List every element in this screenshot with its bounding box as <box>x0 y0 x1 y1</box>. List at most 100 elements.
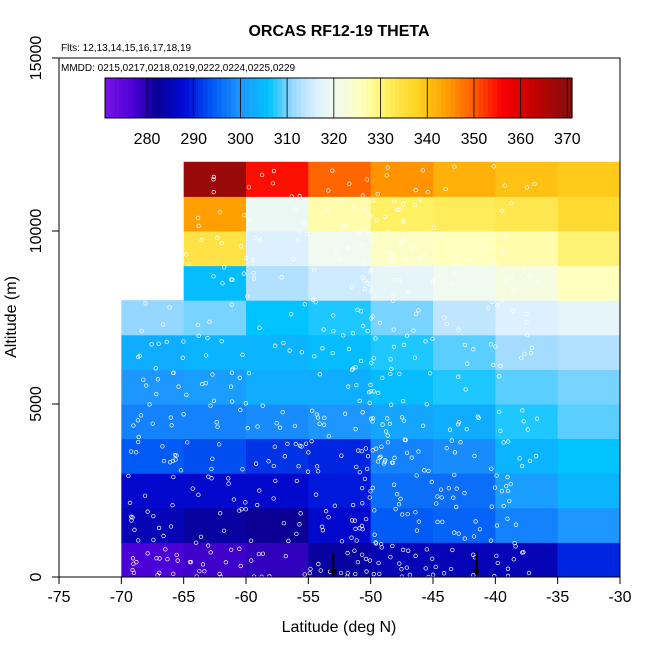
observation-point <box>505 573 511 577</box>
observation-point <box>356 448 361 453</box>
observation-point <box>339 539 345 544</box>
observation-point <box>491 164 497 169</box>
heatmap-cell <box>183 473 247 509</box>
observation-point <box>388 371 393 377</box>
heatmap-cell <box>246 542 309 577</box>
observation-point <box>173 457 178 462</box>
heatmap-cell <box>495 404 559 440</box>
observation-point <box>399 415 405 420</box>
observation-point <box>454 504 459 510</box>
heatmap-cell <box>308 300 372 336</box>
observation-point <box>471 534 477 539</box>
observation-point <box>364 466 370 472</box>
colorbar-swatch <box>473 78 480 118</box>
observation-point <box>520 550 525 555</box>
observation-point <box>155 377 161 382</box>
colorbar-swatch <box>310 78 316 118</box>
observation-point <box>154 556 159 561</box>
observation-point <box>456 420 462 425</box>
observation-point <box>302 302 307 307</box>
heatmap-cell <box>246 265 309 301</box>
observation-point <box>433 564 438 570</box>
observation-point <box>422 468 427 473</box>
colorbar-swatch <box>347 78 354 118</box>
colorbar-swatch <box>147 78 153 118</box>
observation-point <box>317 421 322 426</box>
observation-point <box>312 354 317 359</box>
observation-point <box>472 453 477 459</box>
colorbar-swatch <box>212 78 218 118</box>
observation-point <box>414 528 420 533</box>
observation-point <box>157 556 162 561</box>
observation-point <box>282 454 287 459</box>
heatmap-cell <box>557 265 620 301</box>
observation-point <box>369 316 374 321</box>
observation-point <box>372 508 377 513</box>
observation-point <box>165 557 170 562</box>
observation-point <box>420 423 426 428</box>
observation-point <box>489 504 494 509</box>
x-axis: -75 -70 -65 -60 -55 -50 -45 -40 -35 -30 <box>47 577 632 606</box>
observation-point <box>133 450 139 455</box>
observation-point <box>151 537 156 543</box>
observation-point <box>364 569 369 574</box>
heatmap-cell <box>495 542 559 577</box>
observation-point <box>156 525 162 531</box>
observation-point <box>216 442 222 447</box>
observation-point <box>229 399 235 404</box>
observation-point <box>375 191 380 197</box>
observation-point <box>137 353 142 358</box>
observation-point <box>465 361 470 366</box>
observation-point <box>400 547 406 552</box>
observation-point <box>197 568 202 574</box>
observation-point <box>509 200 514 206</box>
observation-point <box>505 488 511 494</box>
observation-point <box>368 382 373 388</box>
observation-point <box>377 455 382 460</box>
colorbar-swatch <box>226 78 232 118</box>
heatmap-cell <box>370 196 434 232</box>
observation-point <box>241 271 247 276</box>
observation-point <box>402 237 407 243</box>
observation-point <box>430 556 435 561</box>
observation-point <box>314 412 320 417</box>
observation-point <box>273 478 278 484</box>
observation-point <box>242 213 247 218</box>
colorbar-swatch <box>413 78 419 118</box>
observation-point <box>354 382 359 388</box>
observation-point <box>175 558 180 563</box>
observation-point <box>260 403 265 408</box>
observation-point <box>423 339 428 344</box>
observation-point <box>243 500 248 505</box>
heatmap-cell <box>495 369 559 405</box>
observation-point <box>521 419 526 424</box>
observation-point <box>374 446 379 451</box>
observation-point <box>391 482 397 487</box>
heatmap-cell <box>308 265 372 301</box>
observation-point <box>313 299 318 305</box>
observation-point <box>388 554 393 560</box>
heatmap-cell <box>557 369 620 405</box>
observation-point <box>305 469 311 474</box>
observation-point <box>226 476 231 481</box>
colorbar-swatch <box>497 78 503 118</box>
colorbar-swatch <box>539 78 545 118</box>
colorbar-swatch <box>249 78 256 118</box>
colorbar-swatch <box>165 78 171 118</box>
observation-point <box>376 390 381 396</box>
heatmap-cell <box>495 300 559 336</box>
colorbar-swatch <box>557 78 564 118</box>
colorbar-swatch <box>161 78 167 118</box>
heatmap-cell <box>495 265 559 301</box>
observation-point <box>497 409 502 415</box>
heatmap-cell <box>370 507 434 543</box>
observation-point <box>493 261 499 266</box>
observation-point <box>505 474 510 480</box>
observation-point <box>243 507 248 512</box>
heatmap-cell <box>183 231 247 267</box>
observation-point <box>169 423 174 428</box>
observation-point <box>143 301 148 306</box>
heatmap-cell <box>121 507 185 543</box>
observation-point <box>363 446 368 451</box>
